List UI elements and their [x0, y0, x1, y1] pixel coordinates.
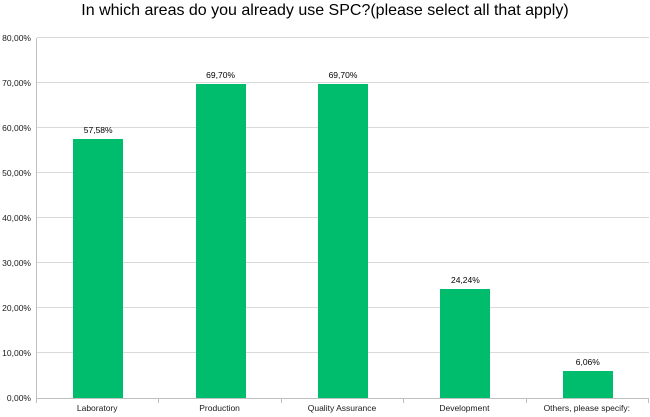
y-axis-tick-label: 0,00% [6, 393, 31, 403]
y-axis-tick-label: 20,00% [2, 303, 31, 313]
x-axis-tick [403, 399, 405, 403]
y-axis-tick-label: 10,00% [2, 348, 31, 358]
x-axis-category-label: Production [199, 403, 240, 413]
y-axis-tick-label: 30,00% [2, 258, 31, 268]
x-axis-category-label: Development [439, 403, 490, 413]
bar-value-label: 69,70% [206, 70, 236, 81]
x-axis-category-label: Others, please specify: [543, 403, 631, 413]
x-axis-tick [158, 399, 160, 403]
gridline [37, 82, 649, 83]
bar-quality-assurance [318, 84, 368, 398]
bar-value-label: 6,06% [575, 356, 600, 367]
bar-production [195, 84, 246, 398]
x-axis-tick [648, 399, 649, 403]
y-axis-tick-label: 70,00% [2, 78, 31, 88]
x-axis-tick [525, 399, 527, 403]
x-axis-category-label: Laboratory [76, 403, 118, 413]
gridline [37, 37, 649, 38]
bar-value-label: 24,24% [450, 274, 480, 285]
y-axis-tick-label: 50,00% [2, 168, 31, 178]
bar-development [440, 288, 491, 398]
bar-value-label: 69,70% [328, 70, 358, 81]
plot-area: 57,58% 69,70% 69,70% 24,24% 6,06% [36, 37, 649, 399]
bar-laboratory [73, 138, 124, 398]
y-axis-tick-label: 40,00% [2, 213, 31, 223]
bar-value-label: 57,58% [83, 124, 113, 135]
y-axis-tick-label: 60,00% [2, 123, 31, 133]
x-axis-tick [280, 399, 282, 403]
y-axis-tick-label: 80,00% [2, 33, 31, 43]
chart-title: In which areas do you already use SPC?(p… [81, 2, 569, 19]
x-axis-category-label: Quality Assurance [307, 403, 377, 413]
x-axis-tick [36, 399, 37, 403]
bar-others-please-specify [562, 370, 613, 398]
